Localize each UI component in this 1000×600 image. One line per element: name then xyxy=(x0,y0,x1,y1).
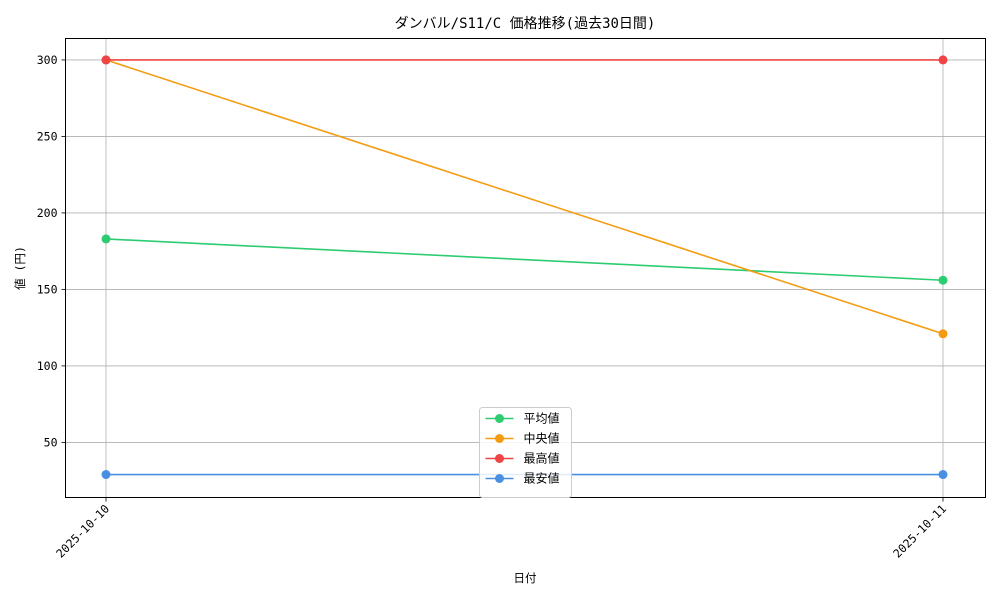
y-axis-label: 値 (円) xyxy=(13,246,27,290)
y-tick-label: 200 xyxy=(37,206,58,220)
data-point xyxy=(938,55,948,65)
series xyxy=(101,55,948,339)
legend-swatch-marker xyxy=(495,414,504,423)
legend-label: 中央値 xyxy=(524,431,560,446)
x-tick-label: 2025-10-11 xyxy=(890,502,949,561)
legend-swatch-marker xyxy=(495,474,504,483)
y-tick-label: 150 xyxy=(37,282,58,296)
x-axis-label: 日付 xyxy=(514,571,537,585)
series-line xyxy=(105,238,944,282)
legend-label: 最安値 xyxy=(524,471,560,486)
legend-item: 中央値 xyxy=(485,431,560,446)
legend-item: 最高値 xyxy=(485,451,560,466)
legend-label: 最高値 xyxy=(524,451,560,466)
legend-item: 平均値 xyxy=(485,411,560,426)
data-point xyxy=(101,234,111,244)
series xyxy=(101,55,948,65)
data-point xyxy=(938,470,948,480)
legend-item: 最安値 xyxy=(485,471,560,486)
x-tick-label: 2025-10-10 xyxy=(53,502,112,561)
data-point xyxy=(101,470,111,480)
series xyxy=(101,234,948,285)
chart-title: ダンバル/S11/C 価格推移(過去30日間) xyxy=(395,16,656,32)
legend-swatch-marker xyxy=(495,434,504,443)
legend-box xyxy=(479,407,572,498)
data-point xyxy=(938,329,948,339)
legend-swatch-marker xyxy=(495,454,504,463)
data-point xyxy=(938,275,948,285)
data-point xyxy=(101,55,111,65)
y-tick-label: 50 xyxy=(44,435,58,449)
series-line xyxy=(105,59,944,335)
legend-label: 平均値 xyxy=(524,411,560,426)
y-tick-label: 100 xyxy=(37,359,58,373)
y-tick-label: 300 xyxy=(37,53,58,67)
y-tick-label: 250 xyxy=(37,129,58,143)
